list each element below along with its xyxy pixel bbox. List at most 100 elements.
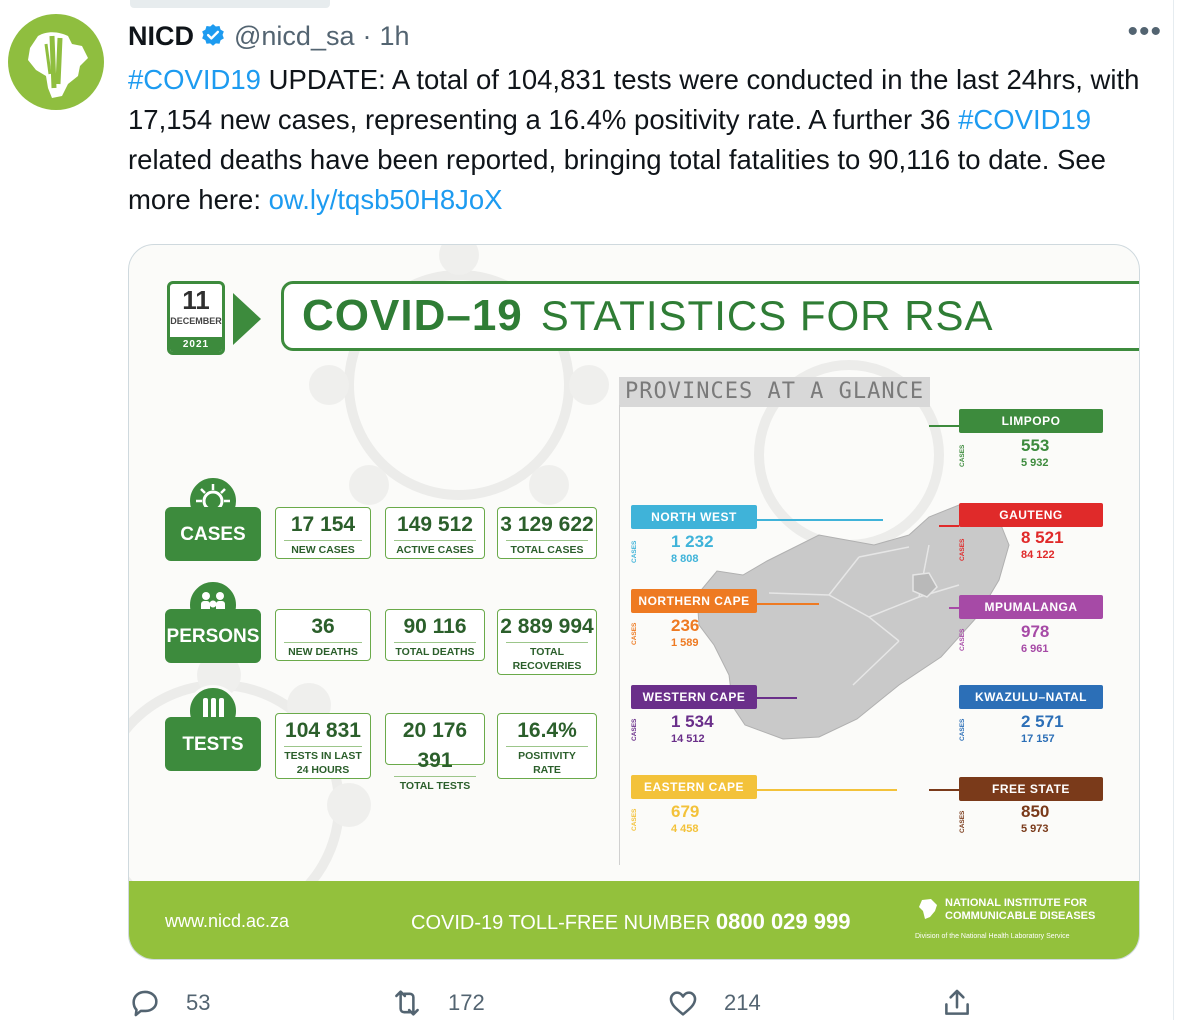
- province-northerncape-header: NORTHERN CAPE: [631, 589, 757, 613]
- province-westerncape-header: WESTERN CAPE: [631, 685, 757, 709]
- stat-total-tests: 20 176 391 TOTAL TESTS: [385, 713, 485, 792]
- share-icon: [945, 989, 969, 1015]
- province-kwazulu-total: 17 157: [1021, 733, 1055, 745]
- hashtag-link[interactable]: #COVID19: [128, 64, 261, 95]
- retweet-button[interactable]: 172: [390, 986, 485, 1020]
- stat-label: NEW CASES: [284, 540, 362, 557]
- tweet-url-link[interactable]: ow.ly/tqsb50H8JoX: [268, 184, 503, 215]
- province-easterncape-header: EASTERN CAPE: [631, 775, 757, 799]
- province-mpumalanga-total: 6 961: [1021, 643, 1049, 655]
- cases-tag: CASES: [631, 718, 638, 741]
- stat-positivity-rate: 16.4% POSITIVITY RATE: [497, 713, 597, 779]
- northerncape-connector: [757, 603, 819, 605]
- province-easterncape-total: 4 458: [671, 823, 699, 835]
- institute-line-2: COMMUNICABLE DISEASES: [945, 910, 1096, 922]
- province-gauteng-header: GAUTENG: [959, 503, 1103, 527]
- province-freestate-new: 850: [1021, 802, 1050, 821]
- stat-label: TOTAL DEATHS: [394, 642, 476, 659]
- province-gauteng-total: 84 122: [1021, 549, 1055, 561]
- easterncape-connector: [757, 789, 897, 791]
- province-easterncape-new: 679: [671, 802, 700, 821]
- stat-value: 20 176 391: [402, 719, 468, 772]
- province-freestate-total: 5 973: [1021, 823, 1049, 835]
- display-name[interactable]: NICD: [128, 20, 194, 51]
- stat-label: NEW DEATHS: [284, 642, 362, 659]
- cases-label: CASES: [165, 507, 261, 561]
- tweet-timestamp[interactable]: 1h: [379, 20, 410, 51]
- avatar[interactable]: [8, 14, 104, 110]
- tweet-header: NICD @nicd_sa · 1h: [128, 18, 410, 54]
- cases-tag: CASES: [631, 808, 638, 831]
- stat-total-cases: 3 129 622 TOTAL CASES: [497, 507, 597, 559]
- stat-value: 17 154: [290, 513, 356, 536]
- like-count: 214: [724, 990, 761, 1015]
- timeline-divider: [1173, 0, 1174, 1020]
- province-northerncape-total: 1 589: [671, 637, 699, 649]
- hashtag-link[interactable]: #COVID19: [958, 104, 1092, 135]
- infographic-title: COVID–19 STATISTICS FOR RSA: [281, 281, 1139, 351]
- reply-button[interactable]: 53: [128, 986, 210, 1020]
- stat-new-cases: 17 154 NEW CASES: [275, 507, 371, 559]
- stat-value: 2 889 994: [500, 615, 594, 638]
- footer-institute: NATIONAL INSTITUTE FOR COMMUNICABLE DISE…: [945, 897, 1095, 923]
- date-year: 2021: [170, 337, 222, 352]
- westerncape-connector: [757, 697, 797, 699]
- heart-icon: [669, 991, 697, 1016]
- cases-tag: CASES: [959, 810, 966, 833]
- stat-value: 36: [311, 615, 335, 638]
- stat-label: TOTAL RECOVERIES: [506, 642, 588, 673]
- stat-value: 90 116: [403, 615, 467, 638]
- province-northerncape-new: 236: [671, 616, 700, 635]
- reply-count: 53: [186, 990, 211, 1015]
- tweet-text-part: UPDATE: A total of 104,831 tests were co…: [128, 64, 1140, 135]
- province-limpopo-new: 553: [1021, 436, 1050, 455]
- arrow-icon: [233, 293, 261, 345]
- institute-line-1: NATIONAL INSTITUTE FOR: [945, 897, 1087, 909]
- date-month: DECEMBER: [170, 316, 222, 326]
- stat-label: TESTS IN LAST 24 HOURS: [284, 746, 362, 777]
- stat-total-recoveries: 2 889 994 TOTAL RECOVERIES: [497, 609, 597, 675]
- stat-label: ACTIVE CASES: [394, 540, 476, 557]
- infographic-footer: www.nicd.ac.za COVID-19 TOLL-FREE NUMBER…: [129, 881, 1139, 959]
- province-kwazulu-new: 2 571: [1021, 712, 1064, 731]
- cases-tag: CASES: [631, 622, 638, 645]
- tests-label: TESTS: [165, 717, 261, 771]
- share-button[interactable]: [940, 986, 974, 1020]
- province-kwazulu-header: KWAZULU–NATAL: [959, 685, 1103, 709]
- date-day: 11: [182, 285, 210, 315]
- nicd-footer-logo-icon: [919, 899, 937, 919]
- province-mpumalanga-new: 978: [1021, 622, 1050, 641]
- province-westerncape-new: 1 534: [671, 712, 714, 731]
- media-image[interactable]: 11 DECEMBER 2021 COVID–19 STATISTICS FOR…: [128, 244, 1140, 960]
- province-gauteng-new: 8 521: [1021, 528, 1064, 547]
- stat-active-cases: 149 512 ACTIVE CASES: [385, 507, 485, 559]
- stat-value: 104 831: [285, 719, 361, 742]
- stat-value: 3 129 622: [500, 513, 594, 536]
- user-handle[interactable]: @nicd_sa: [234, 20, 355, 51]
- retweet-icon: [395, 990, 419, 1016]
- cases-tag: CASES: [631, 540, 638, 563]
- provinces-heading: PROVINCES AT A GLANCE: [619, 377, 931, 407]
- mpumalanga-connector: [949, 607, 959, 609]
- province-limpopo-total: 5 932: [1021, 457, 1049, 469]
- title-light: STATISTICS FOR RSA: [540, 292, 994, 339]
- province-northwest-header: NORTH WEST: [631, 505, 757, 529]
- cases-tag: CASES: [959, 718, 966, 741]
- province-northwest-total: 8 808: [671, 553, 699, 565]
- more-options-icon[interactable]: •••: [1127, 15, 1162, 48]
- province-limpopo-header: LIMPOPO: [959, 409, 1103, 433]
- like-button[interactable]: 214: [666, 986, 761, 1020]
- tweet-actions: 53 172 214: [128, 986, 988, 1020]
- province-mpumalanga-header: MPUMALANGA: [959, 595, 1103, 619]
- province-northwest-new: 1 232: [671, 532, 714, 551]
- cases-tag: CASES: [959, 444, 966, 467]
- northwest-connector: [757, 519, 883, 521]
- province-westerncape-total: 14 512: [671, 733, 705, 745]
- persons-label: PERSONS: [165, 609, 261, 663]
- stat-value: 16.4%: [517, 719, 577, 742]
- stat-label: TOTAL CASES: [506, 540, 588, 557]
- stat-label: POSITIVITY RATE: [506, 746, 588, 777]
- toll-number: 0800 029 999: [715, 909, 851, 934]
- tweet-text: #COVID19 UPDATE: A total of 104,831 test…: [128, 60, 1158, 220]
- toll-label: COVID-19 TOLL-FREE NUMBER: [411, 912, 711, 934]
